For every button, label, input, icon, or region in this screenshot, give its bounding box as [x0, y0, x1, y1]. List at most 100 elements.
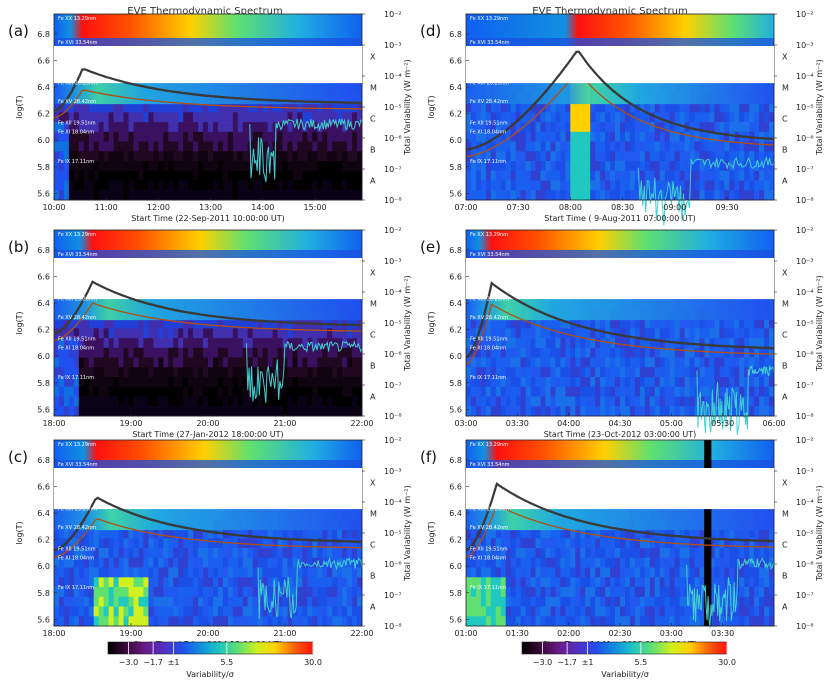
goes-class-label: M	[782, 300, 789, 309]
line-label-feix: Fe IX 17.11nm	[470, 585, 506, 591]
y2tick-label: 10⁻⁶	[796, 560, 814, 569]
y2tick-label: 10⁻⁶	[796, 134, 814, 143]
xtick-label: 03:00	[454, 419, 477, 428]
goes-short-curve	[53, 518, 362, 558]
y2tick-label: 10⁻⁶	[796, 350, 814, 359]
y2label: Total Variability (W m⁻²)	[403, 275, 412, 371]
goes-class-label: M	[370, 84, 377, 93]
y2tick-label: 10⁻⁸	[796, 412, 814, 421]
goes-class-label: C	[370, 115, 376, 124]
xtick-label: 03:30	[506, 419, 529, 428]
ytick-label: 6.0	[449, 562, 462, 571]
y2label: Total Variability (W m⁻²)	[815, 485, 824, 581]
line-label-fexii: Fe XII 19.51nm	[58, 336, 96, 342]
line-label-fexiii: Fe XIII 20.20nm	[58, 506, 97, 512]
goes-class-label: M	[370, 300, 377, 309]
xlabel: Start Time ( 9-Aug-2011 07:00:00 UT)	[544, 214, 695, 223]
xtick-label: 19:00	[119, 629, 142, 638]
goes-long-curve-upper	[53, 496, 362, 552]
ytick-label: 5.8	[449, 379, 462, 388]
colorbar-tick: 5.5	[221, 658, 234, 667]
goes-long-curve-upper	[465, 50, 775, 151]
y2tick-label: 10⁻⁸	[384, 196, 402, 205]
line-label-fexx: Fe XX 13.29nm	[58, 442, 96, 448]
xtick-label: 22:00	[350, 419, 373, 428]
goes-class-label: M	[782, 84, 789, 93]
goes-class-label: B	[370, 572, 376, 581]
y2tick-label: 10⁻⁵	[796, 529, 814, 538]
y2tick-label: 10⁻²	[384, 436, 402, 445]
panels: Fe XX 13.29nm Fe XVI 33.54nm Fe XV 28.42nm…	[8, 10, 824, 649]
colorbar-right-label: Variability/σ	[601, 670, 649, 679]
colorbar-tick: −1.7	[557, 658, 576, 667]
colorbar-left-scale	[107, 641, 314, 655]
goes-class-label: A	[782, 603, 788, 612]
y2tick-label: 10⁻⁷	[796, 381, 814, 390]
line-label-fexiii: Fe XIII 20.20nm	[470, 80, 509, 86]
ytick-label: 6.6	[37, 273, 50, 282]
xtick-label: 09:00	[663, 203, 686, 212]
y2tick-label: 10⁻⁸	[384, 622, 402, 631]
y2tick-label: 10⁻²	[384, 10, 402, 19]
ylabel: log(T)	[15, 311, 24, 334]
goes-class-label: C	[370, 541, 376, 550]
line-label-fexiii: Fe XIII 20.20nm	[470, 296, 509, 302]
heatmap-hot-band	[466, 83, 774, 105]
ytick-label: 6.4	[37, 299, 50, 308]
variability-trace	[249, 117, 363, 183]
colorbar-tick: 5.5	[635, 658, 648, 667]
strip-gap	[54, 258, 362, 300]
line-label-fexi: Fe XI 18.04nm	[470, 130, 506, 136]
y2tick-label: 10⁻⁴	[796, 72, 814, 81]
line-label-fexii: Fe XII 19.51nm	[58, 546, 96, 552]
xtick-label: 05:00	[660, 419, 683, 428]
y2tick-label: 10⁻⁶	[384, 134, 402, 143]
y2tick-label: 10⁻⁴	[384, 288, 402, 297]
goes-class-label: B	[782, 146, 788, 155]
xtick-label: 09:30	[715, 203, 738, 212]
line-label-fexx: Fe XX 13.29nm	[58, 16, 96, 22]
panel-c: Fe XX 13.29nm Fe XVI 33.54nm Fe XV 28.42nm…	[8, 436, 412, 649]
variability-trace	[246, 340, 363, 403]
panel-label: (e)	[420, 238, 441, 256]
line-label-fexvi: Fe XVI 33.54nm	[58, 40, 98, 46]
ytick-label: 6.4	[449, 83, 462, 92]
panel-label: (d)	[420, 22, 441, 40]
strip-gap	[466, 46, 774, 84]
ytick-label: 5.6	[37, 189, 50, 198]
heatmap-hot-band	[54, 509, 362, 531]
colorbar-right: −3.0 −1.7 ±1 5.5 30.0 Variability/σ	[521, 641, 736, 679]
xtick-label: 04:30	[608, 419, 631, 428]
ytick-label: 6.2	[37, 536, 50, 545]
line-label-fexi: Fe XI 18.04nm	[58, 130, 94, 136]
line-label-feix: Fe IX 17.11nm	[58, 375, 94, 381]
xtick-label: 08:00	[559, 203, 582, 212]
ytick-label: 6.4	[37, 509, 50, 518]
ytick-label: 6.8	[37, 456, 50, 465]
xtick-label: 05:30	[711, 419, 734, 428]
colorbar-left: −3.0 −1.7 ±1 5.5 30.0 Variability/σ	[107, 641, 322, 679]
y2label: Total Variability (W m⁻²)	[815, 275, 824, 371]
y2tick-label: 10⁻⁸	[384, 412, 402, 421]
title-left: EVE Thermodynamic Spectrum	[127, 6, 282, 17]
goes-class-label: A	[370, 603, 376, 612]
y2tick-label: 10⁻³	[796, 467, 814, 476]
y2tick-label: 10⁻²	[796, 226, 814, 235]
xtick-label: 02:30	[608, 629, 631, 638]
line-label-fexx: Fe XX 13.29nm	[470, 442, 508, 448]
panel-label: (f)	[420, 448, 437, 466]
ytick-label: 6.2	[449, 110, 462, 119]
goes-class-label: A	[782, 393, 788, 402]
ytick-label: 6.0	[37, 352, 50, 361]
goes-class-label: C	[782, 541, 788, 550]
ytick-label: 6.6	[449, 483, 462, 492]
y2tick-label: 10⁻⁴	[384, 72, 402, 81]
ytick-label: 6.4	[37, 83, 50, 92]
xtick-label: 18:00	[42, 419, 65, 428]
y2tick-label: 10⁻⁷	[796, 591, 814, 600]
y2label: Total Variability (W m⁻²)	[815, 59, 824, 155]
xlabel: Start Time (23-Oct-2012 03:00:00 UT)	[544, 430, 697, 439]
line-label-fexv: Fe XV 28.42nm	[58, 525, 96, 531]
line-label-fexv: Fe XV 28.42nm	[470, 315, 508, 321]
xtick-label: 20:00	[196, 629, 219, 638]
